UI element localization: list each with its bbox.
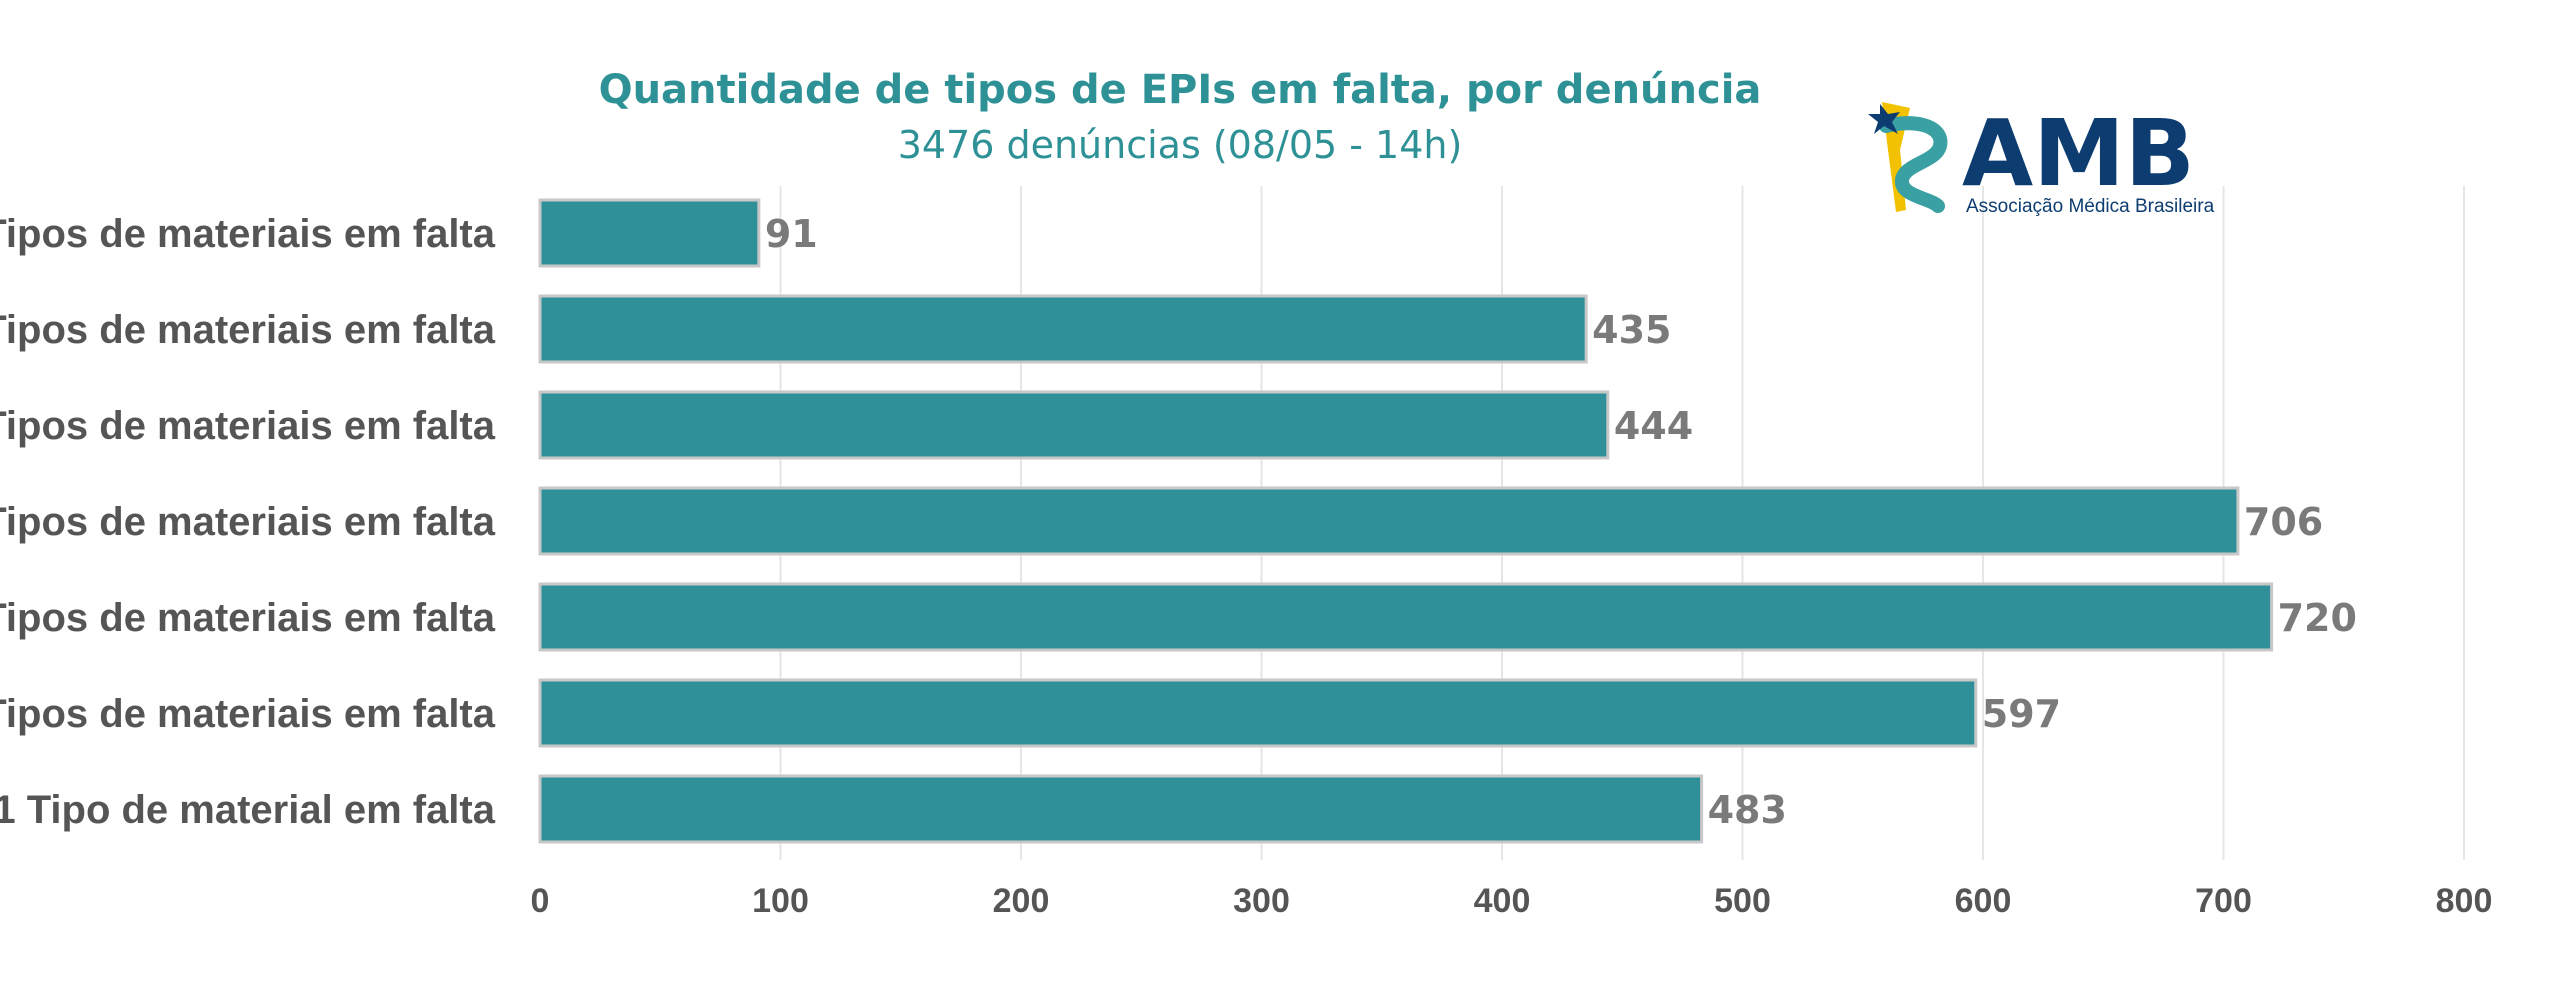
bar (538, 582, 2274, 652)
data-label: 435 (1592, 308, 1671, 352)
bar (538, 774, 1704, 844)
bar (538, 294, 1588, 364)
category-label: 2 Tipos de materiais em falta (0, 692, 496, 736)
bar (538, 678, 1978, 748)
data-label: 444 (1614, 404, 1693, 448)
category-label: 6 Tipos de materiais em falta (0, 308, 496, 352)
x-tick-label: 700 (2195, 882, 2252, 920)
bar (538, 390, 1610, 460)
bars (538, 198, 2274, 844)
caduceus-icon (1868, 102, 1948, 213)
x-tick-label: 300 (1233, 882, 1290, 920)
logo-subtext: Associação Médica Brasileira (1966, 196, 2215, 217)
category-labels: 7 Tipos de materiais em falta 6 Tipos de … (0, 212, 496, 832)
logo-text: AMB (1962, 100, 2195, 207)
amb-logo: AMB Associação Médica Brasileira (1868, 100, 2215, 217)
data-label: 720 (2278, 596, 2357, 640)
x-tick-label: 0 (531, 882, 550, 920)
x-tick-label: 400 (1474, 882, 1531, 920)
x-tick-label: 600 (1955, 882, 2012, 920)
chart-subtitle: 3476 denúncias (08/05 - 14h) (898, 123, 1463, 167)
data-label: 91 (765, 212, 818, 256)
category-label: 3 Tipos de materiais em falta (0, 596, 496, 640)
category-label: 7 Tipos de materiais em falta (0, 212, 496, 256)
x-tick-label: 200 (993, 882, 1050, 920)
x-tick-label: 100 (752, 882, 809, 920)
x-axis-tick-labels: 0 100 200 300 400 500 600 700 800 (531, 882, 2493, 920)
data-label: 706 (2244, 500, 2323, 544)
x-tick-label: 800 (2436, 882, 2493, 920)
data-label: 597 (1982, 692, 2061, 736)
chart-title: Quantidade de tipos de EPIs em falta, po… (599, 67, 1762, 113)
category-label: 1 Tipo de material em falta (0, 788, 496, 832)
category-label: 5 Tipos de materiais em falta (0, 404, 496, 448)
bar (538, 486, 2240, 556)
x-tick-label: 500 (1714, 882, 1771, 920)
category-label: 4 Tipos de materiais em falta (0, 500, 496, 544)
value-labels: 91 435 444 706 720 597 483 (765, 212, 2357, 832)
data-label: 483 (1708, 788, 1787, 832)
bar (538, 198, 761, 268)
